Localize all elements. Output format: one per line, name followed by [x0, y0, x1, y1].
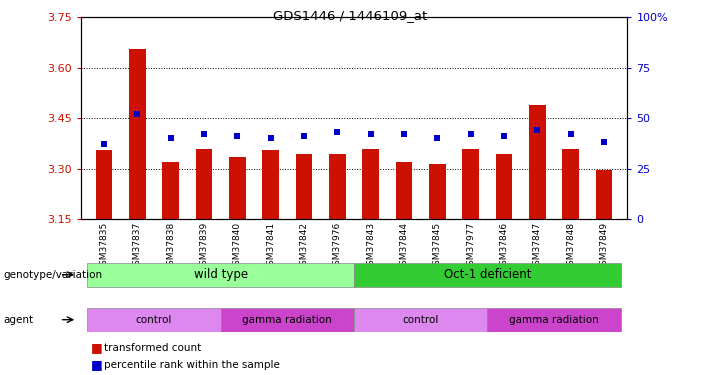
Text: Oct-1 deficient: Oct-1 deficient — [444, 268, 531, 281]
Bar — [296, 153, 313, 219]
Bar — [354, 308, 487, 332]
Bar — [229, 157, 245, 219]
Bar — [95, 150, 112, 219]
Bar — [354, 262, 620, 287]
Point — [198, 131, 210, 137]
Point — [599, 140, 610, 146]
Point — [165, 135, 176, 141]
Point — [465, 131, 476, 137]
Text: ■: ■ — [91, 342, 103, 354]
Point — [565, 131, 576, 137]
Point — [265, 135, 276, 141]
Bar — [129, 49, 146, 219]
Text: transformed count: transformed count — [104, 343, 201, 353]
Point — [299, 134, 310, 140]
Text: percentile rank within the sample: percentile rank within the sample — [104, 360, 280, 369]
Point — [398, 131, 409, 137]
Bar — [463, 148, 479, 219]
Bar — [429, 164, 446, 219]
Bar — [88, 308, 221, 332]
Text: control: control — [402, 315, 439, 325]
Bar — [88, 262, 354, 287]
Text: control: control — [136, 315, 172, 325]
Text: ■: ■ — [91, 358, 103, 371]
Bar — [221, 308, 354, 332]
Point — [98, 141, 109, 147]
Text: wild type: wild type — [193, 268, 247, 281]
Bar — [329, 153, 346, 219]
Text: gamma radiation: gamma radiation — [243, 315, 332, 325]
Text: genotype/variation: genotype/variation — [4, 270, 102, 280]
Text: agent: agent — [4, 315, 34, 325]
Bar — [395, 162, 412, 219]
Point — [132, 111, 143, 117]
Text: GDS1446 / 1446109_at: GDS1446 / 1446109_at — [273, 9, 428, 22]
Text: gamma radiation: gamma radiation — [509, 315, 599, 325]
Point — [365, 131, 376, 137]
Point — [432, 135, 443, 141]
Bar — [529, 105, 545, 219]
Bar — [487, 308, 620, 332]
Point — [332, 129, 343, 135]
Bar — [562, 148, 579, 219]
Bar — [196, 148, 212, 219]
Bar — [262, 150, 279, 219]
Point — [498, 134, 510, 140]
Bar — [596, 170, 613, 219]
Bar — [163, 162, 179, 219]
Point — [532, 127, 543, 133]
Point — [232, 134, 243, 140]
Bar — [496, 153, 512, 219]
Bar — [362, 148, 379, 219]
